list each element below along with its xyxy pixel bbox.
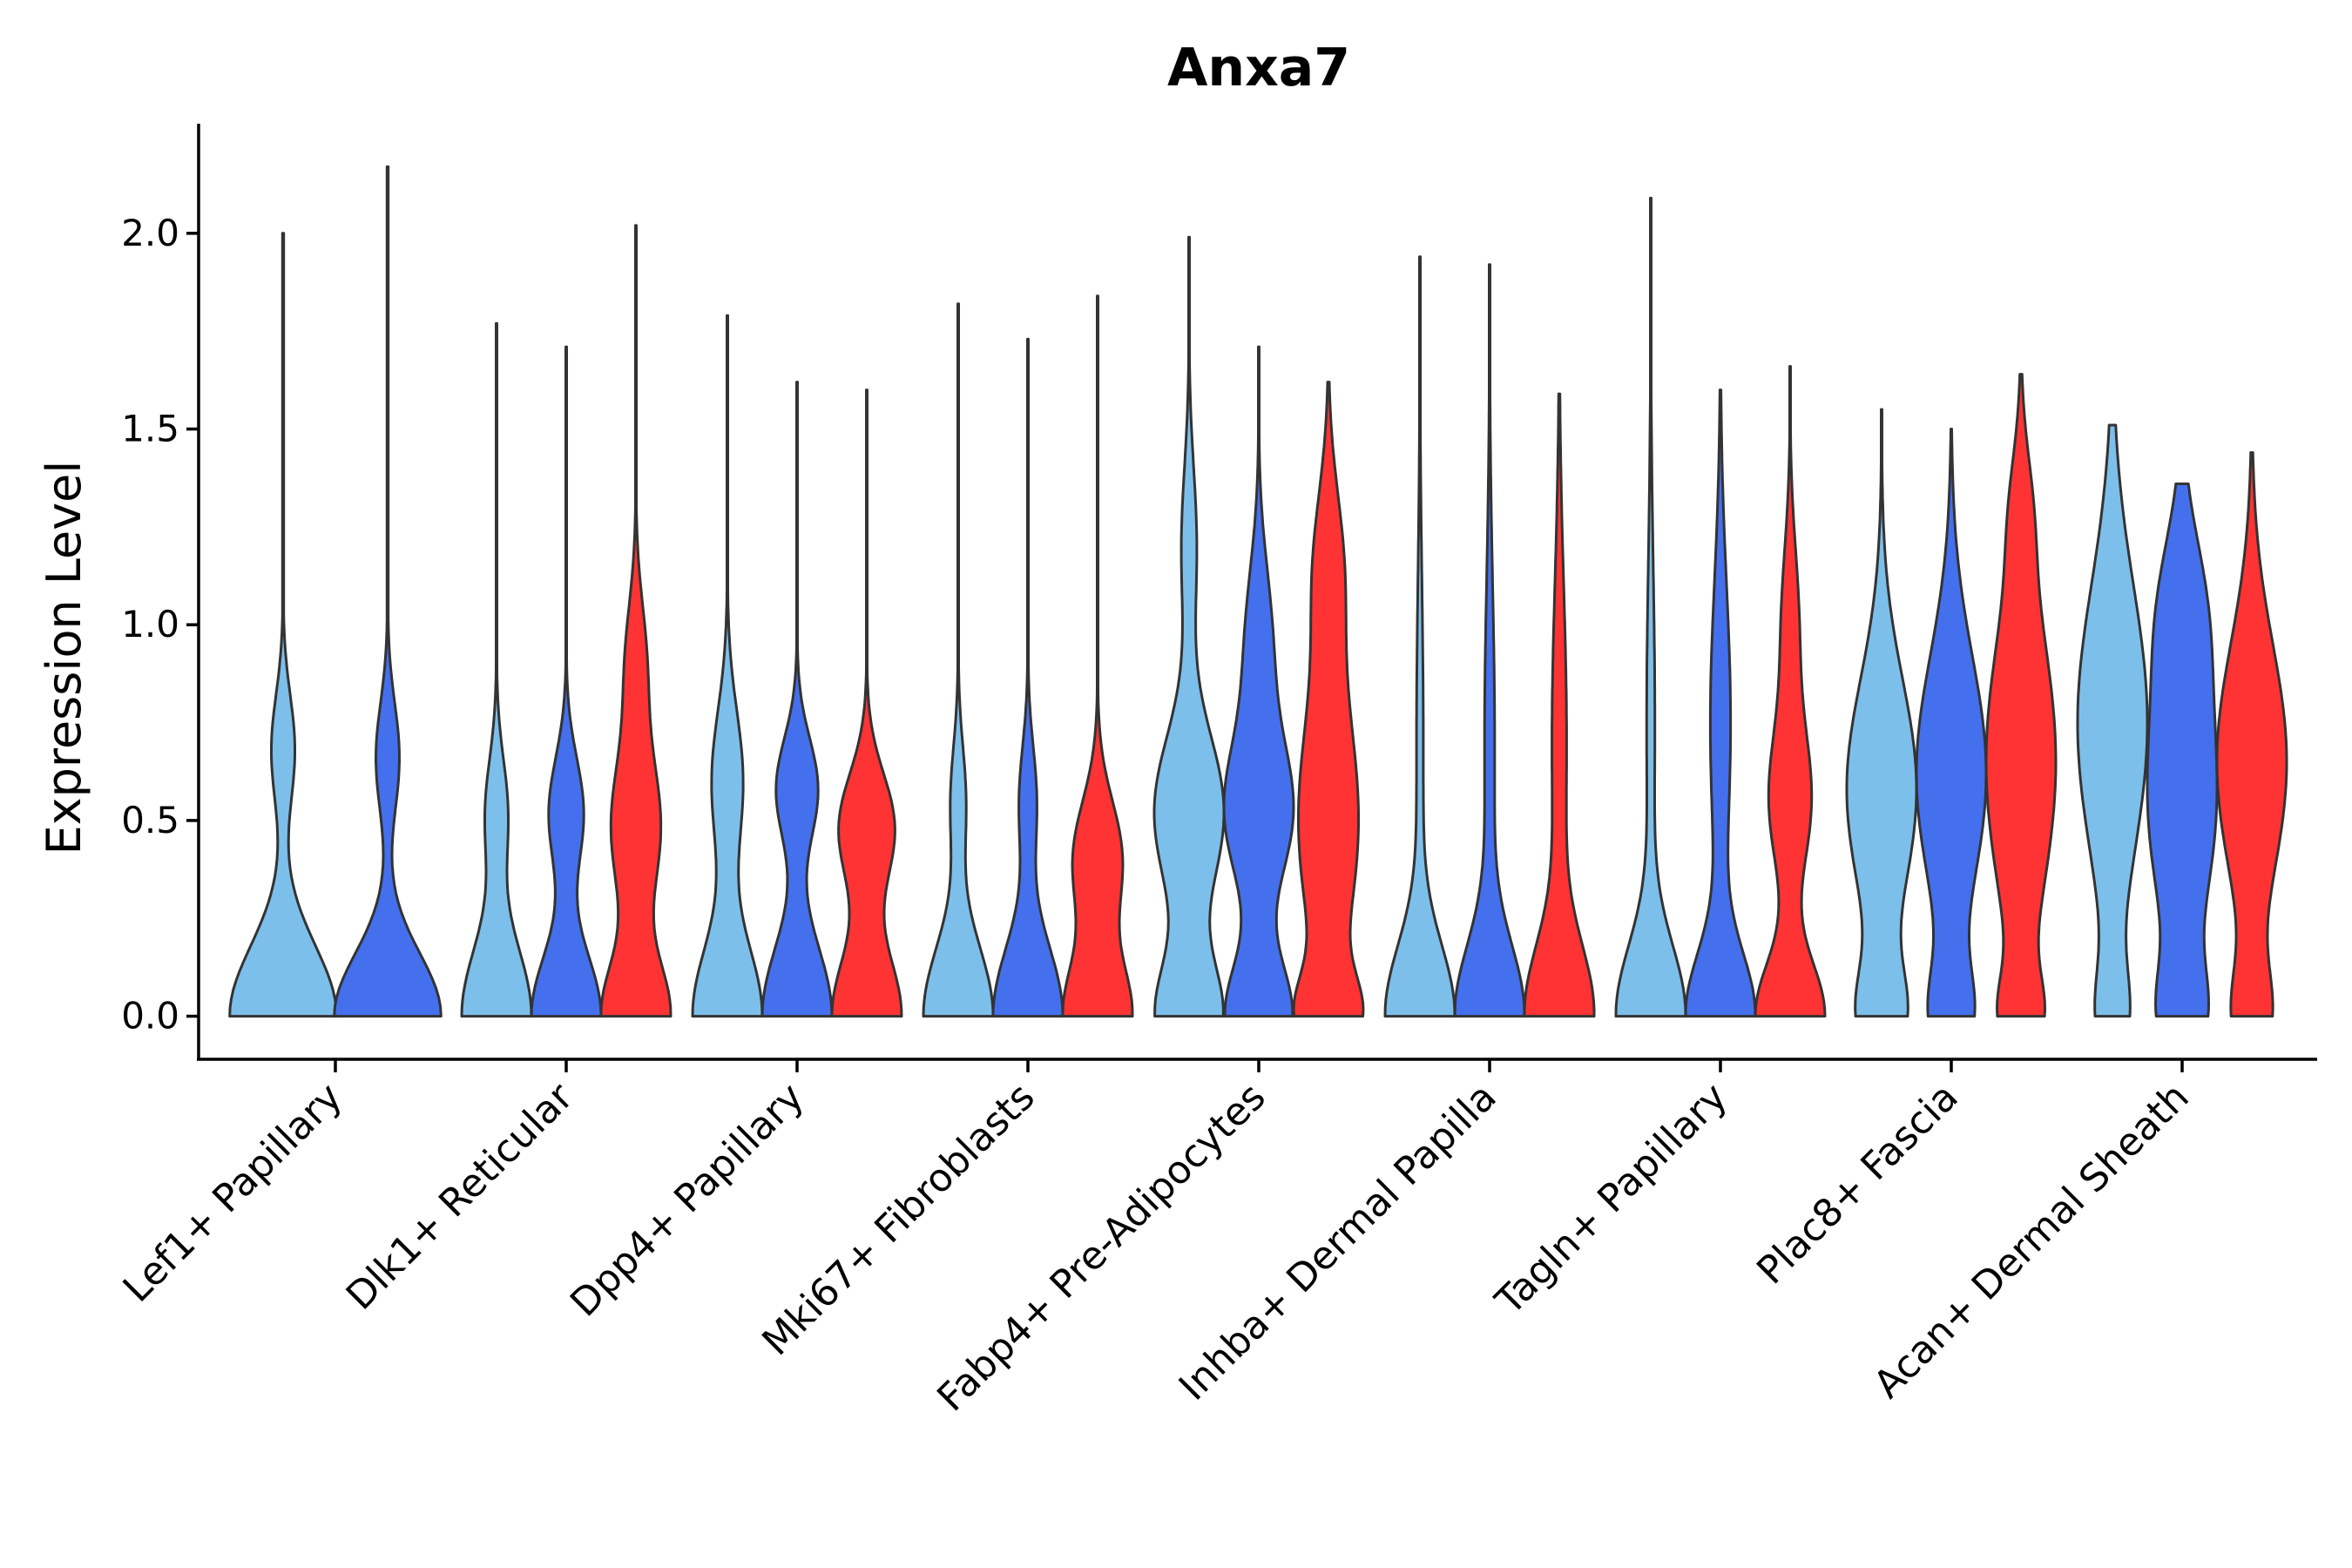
violin-4-2 bbox=[991, 337, 1064, 1018]
violin-7-3 bbox=[1754, 365, 1827, 1018]
violin-7-2 bbox=[1684, 389, 1757, 1018]
violin-2-2 bbox=[530, 345, 603, 1018]
violin-8-3 bbox=[1984, 373, 2058, 1018]
violin-1-2 bbox=[333, 165, 443, 1018]
violin-5-3 bbox=[1292, 381, 1365, 1018]
violin-6-2 bbox=[1453, 263, 1526, 1018]
y-tick-label: 0.0 bbox=[121, 995, 179, 1037]
chart-title: Anxa7 bbox=[1167, 37, 1350, 98]
violin-4-1 bbox=[922, 302, 995, 1018]
violin-5-2 bbox=[1222, 345, 1295, 1018]
violin-3-3 bbox=[830, 389, 903, 1018]
y-tick-label: 1.5 bbox=[121, 408, 179, 450]
y-tick-label: 2.0 bbox=[121, 212, 179, 254]
violin-3-2 bbox=[760, 381, 834, 1018]
violin-9-3 bbox=[2215, 451, 2288, 1018]
violin-group bbox=[228, 165, 2288, 1018]
x-tick-label: Dpp4+ Papillary bbox=[562, 1075, 813, 1326]
violin-6-3 bbox=[1523, 392, 1596, 1018]
violin-9-2 bbox=[2146, 482, 2219, 1018]
violin-5-1 bbox=[1152, 235, 1226, 1018]
violin-3-1 bbox=[691, 314, 764, 1018]
x-tick-label: Dlk1+ Reticular bbox=[338, 1074, 583, 1319]
violin-8-1 bbox=[1845, 408, 1918, 1018]
y-tick-label: 1.0 bbox=[121, 603, 179, 645]
y-axis-label: Expression Level bbox=[37, 461, 91, 855]
y-axis-ticks: 0.0 0.5 1.0 1.5 2.0 bbox=[121, 212, 199, 1037]
violin-2-1 bbox=[460, 321, 533, 1018]
violin-6-1 bbox=[1383, 255, 1456, 1018]
x-tick-label: Lef1+ Papillary bbox=[115, 1075, 351, 1311]
violin-8-2 bbox=[1915, 428, 1988, 1018]
y-tick-label: 0.5 bbox=[121, 799, 179, 841]
violin-4-3 bbox=[1061, 294, 1134, 1018]
violin-9-1 bbox=[2076, 423, 2149, 1018]
violin-2-3 bbox=[599, 224, 672, 1018]
x-tick-label: Tagln+ Papillary bbox=[1487, 1075, 1736, 1324]
violin-1-1 bbox=[228, 232, 338, 1018]
x-tick-label: Plac8+ Fascia bbox=[1748, 1075, 1967, 1294]
violin-7-1 bbox=[1614, 196, 1687, 1018]
